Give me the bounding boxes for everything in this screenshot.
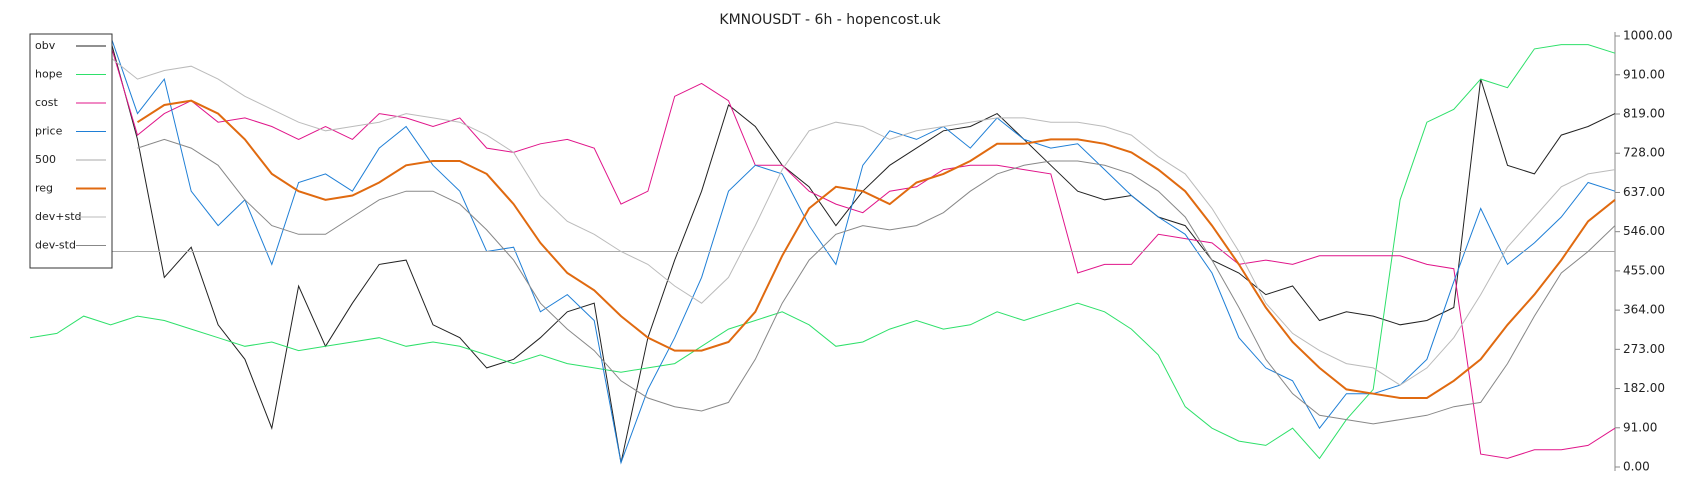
legend-label: price xyxy=(35,125,63,138)
legend-label: dev+std xyxy=(35,210,82,223)
chart-title: KMNOUSDT - 6h - hopencost.uk xyxy=(719,12,941,28)
y-tick-label: 546.00 xyxy=(1623,224,1665,238)
y-tick-label: 728.00 xyxy=(1623,146,1665,160)
y-tick-label: 455.00 xyxy=(1623,263,1665,277)
y-tick-label: 91.00 xyxy=(1623,420,1657,434)
series-line xyxy=(137,138,1616,425)
y-tick-label: 910.00 xyxy=(1623,67,1665,81)
series-line xyxy=(110,44,1616,459)
legend-label: dev-std xyxy=(35,239,76,252)
series-line xyxy=(110,57,1616,386)
series-line xyxy=(110,35,1616,465)
y-tick-label: 364.00 xyxy=(1623,303,1665,317)
series-line xyxy=(29,44,1616,460)
legend-label: 500 xyxy=(35,153,56,166)
legend-label: obv xyxy=(35,39,56,52)
legend-label: reg xyxy=(35,182,53,195)
y-tick-label: 819.00 xyxy=(1623,107,1665,121)
y-tick-label: 637.00 xyxy=(1623,185,1665,199)
y-tick-label: 0.00 xyxy=(1623,460,1650,474)
y-tick-label: 1000.00 xyxy=(1623,29,1673,43)
y-tick-label: 273.00 xyxy=(1623,342,1665,356)
series-line xyxy=(136,99,1616,399)
legend-label: cost xyxy=(35,96,59,109)
legend-box xyxy=(29,33,113,269)
y-tick-label: 182.00 xyxy=(1623,381,1665,395)
legend-label: hope xyxy=(35,68,63,81)
